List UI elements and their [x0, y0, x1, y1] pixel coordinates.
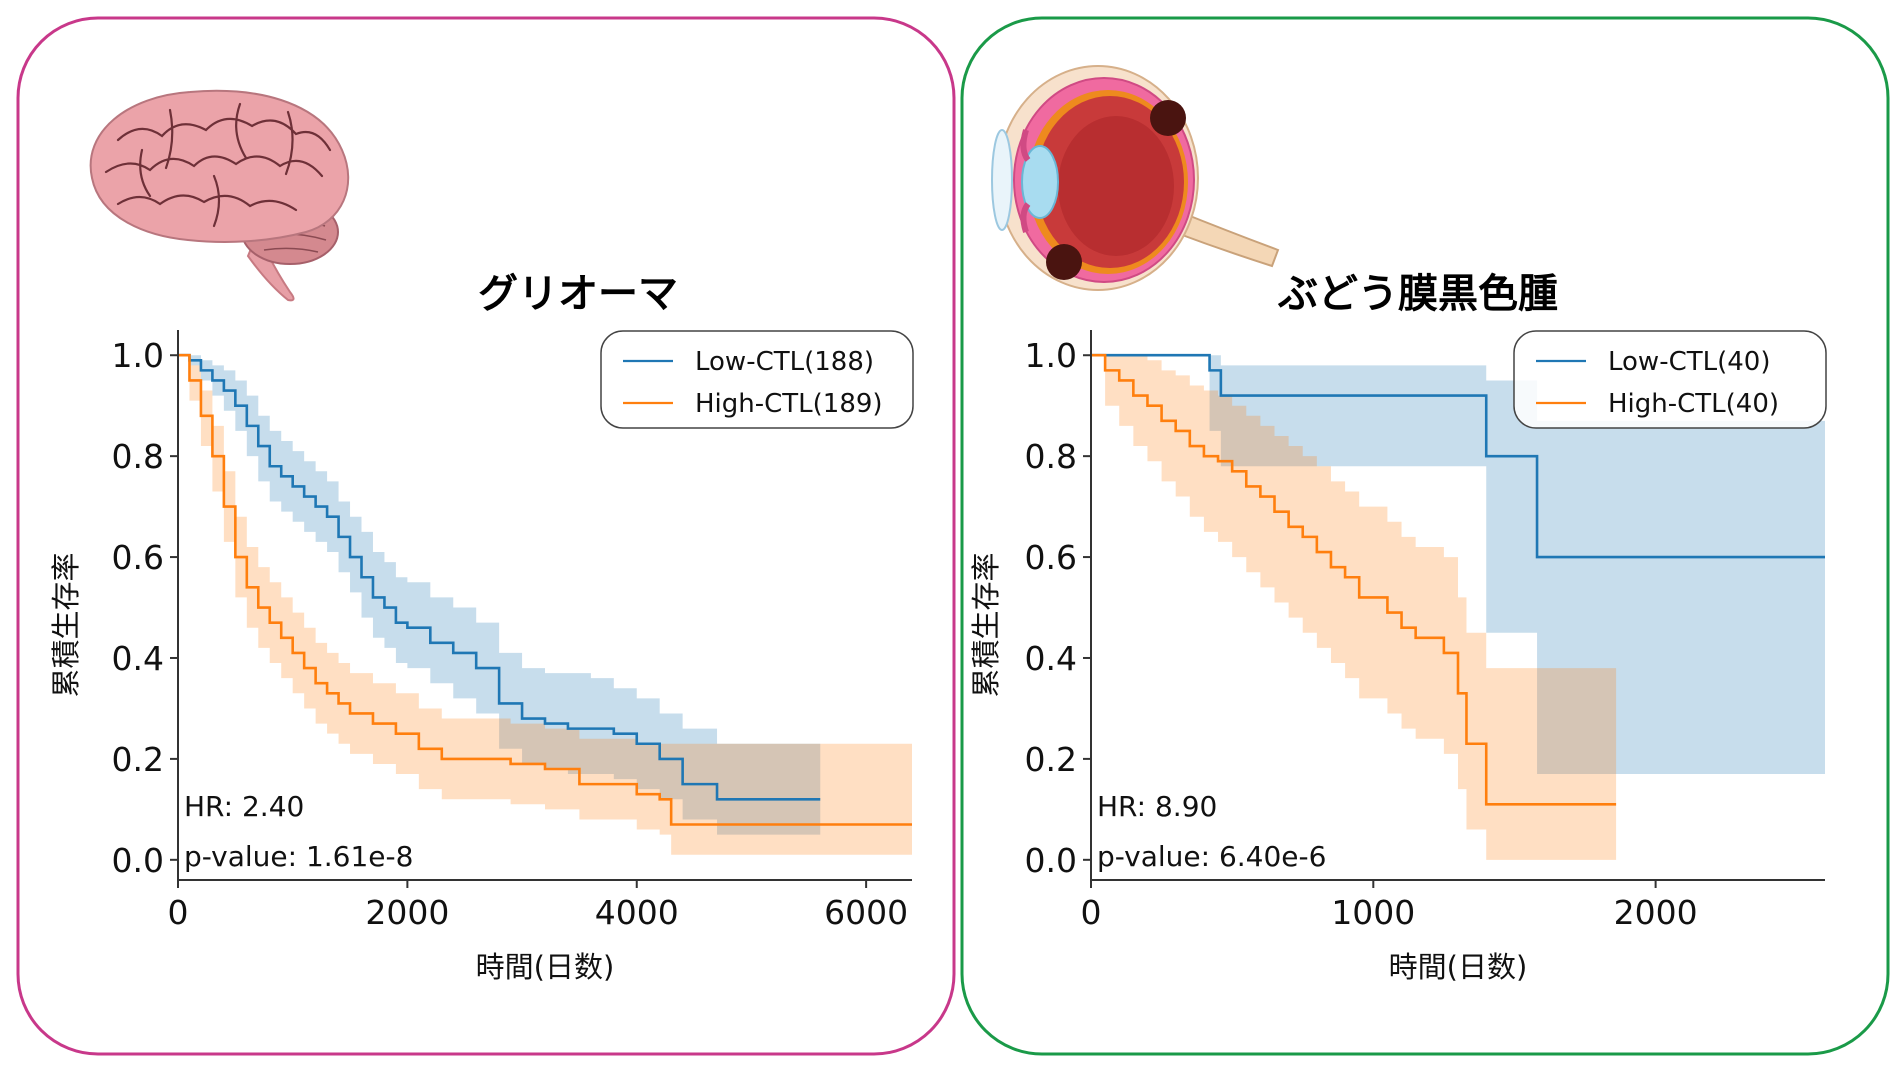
ci-band-low [178, 355, 821, 835]
panel-uveal-melanoma: ぶどう膜黒色腫 0.0 0.2 0.4 0.6 0.8 1.0 0 1000 2000 時間(日数… [960, 16, 1890, 1056]
legend-box [600, 330, 914, 429]
y-tick-label: 0.4 [1025, 639, 1077, 678]
y-tick-label: 0.6 [1025, 538, 1077, 577]
legend: Low-CTL(188) High-CTL(189) [600, 330, 914, 429]
legend-label-low: Low-CTL(40) [1608, 347, 1770, 377]
plot-area: 0.0 0.2 0.4 0.6 0.8 1.0 0 2000 4000 6000 時間(日数) 累積生… [49, 330, 914, 984]
x-tick-label: 6000 [824, 893, 908, 932]
chart-title: ぶどう膜黒色腫 [1277, 271, 1558, 317]
series-line-low [1091, 353, 1825, 559]
y-tick-label: 0.0 [112, 841, 164, 880]
eye-icon [991, 65, 1280, 291]
brain-icon [89, 89, 350, 302]
y-tick-label: 0.8 [112, 437, 164, 476]
ci-band-high [178, 355, 912, 855]
x-tick-label: 0 [1081, 893, 1102, 932]
y-tick-label: 0.2 [112, 740, 164, 779]
x-tick-label: 0 [168, 893, 189, 932]
series-line-low [178, 353, 821, 801]
hr-annotation: HR: 2.40 [184, 790, 304, 823]
series-line-high [178, 353, 912, 826]
x-tick-label: 4000 [595, 893, 679, 932]
y-tick-label: 1.0 [1025, 336, 1077, 375]
p-value-annotation: p-value: 6.40e-6 [1097, 840, 1326, 873]
y-tick-label: 0.2 [1025, 740, 1077, 779]
y-tick-label: 0.4 [112, 639, 164, 678]
y-tick-label: 0.8 [1025, 437, 1077, 476]
legend-label-low: Low-CTL(188) [695, 347, 874, 377]
x-tick-label: 2000 [1614, 893, 1698, 932]
panel-frame-right [960, 16, 1890, 1056]
legend-label-high: High-CTL(189) [695, 389, 883, 419]
panel-frame-left [16, 16, 956, 1056]
ci-band-high [1091, 355, 1617, 860]
x-axis-label: 時間(日数) [476, 950, 615, 984]
legend: Low-CTL(40) High-CTL(40) [1513, 330, 1827, 429]
p-value-annotation: p-value: 1.61e-8 [184, 840, 413, 873]
y-tick-label: 0.6 [112, 538, 164, 577]
x-axis-label: 時間(日数) [1389, 950, 1528, 984]
panel-glioma: グリオーマ 0.0 0.2 0.4 0.6 0.8 1.0 0 2000 4000 6000 時間(… [16, 16, 956, 1056]
y-axis-label: 累積生存率 [969, 552, 1003, 697]
plot-area: 0.0 0.2 0.4 0.6 0.8 1.0 0 1000 2000 時間(日数) 累積生存率 Lo… [969, 330, 1827, 984]
x-tick-label: 1000 [1331, 893, 1415, 932]
chart-title: グリオーマ [478, 271, 678, 317]
x-tick-label: 2000 [365, 893, 449, 932]
y-tick-label: 1.0 [112, 336, 164, 375]
ci-band-low [1091, 355, 1825, 775]
y-tick-label: 0.0 [1025, 841, 1077, 880]
hr-annotation: HR: 8.90 [1097, 790, 1217, 823]
legend-box [1513, 330, 1827, 429]
y-axis-label: 累積生存率 [49, 552, 83, 697]
series-line-high [1091, 353, 1617, 806]
legend-label-high: High-CTL(40) [1608, 389, 1779, 419]
